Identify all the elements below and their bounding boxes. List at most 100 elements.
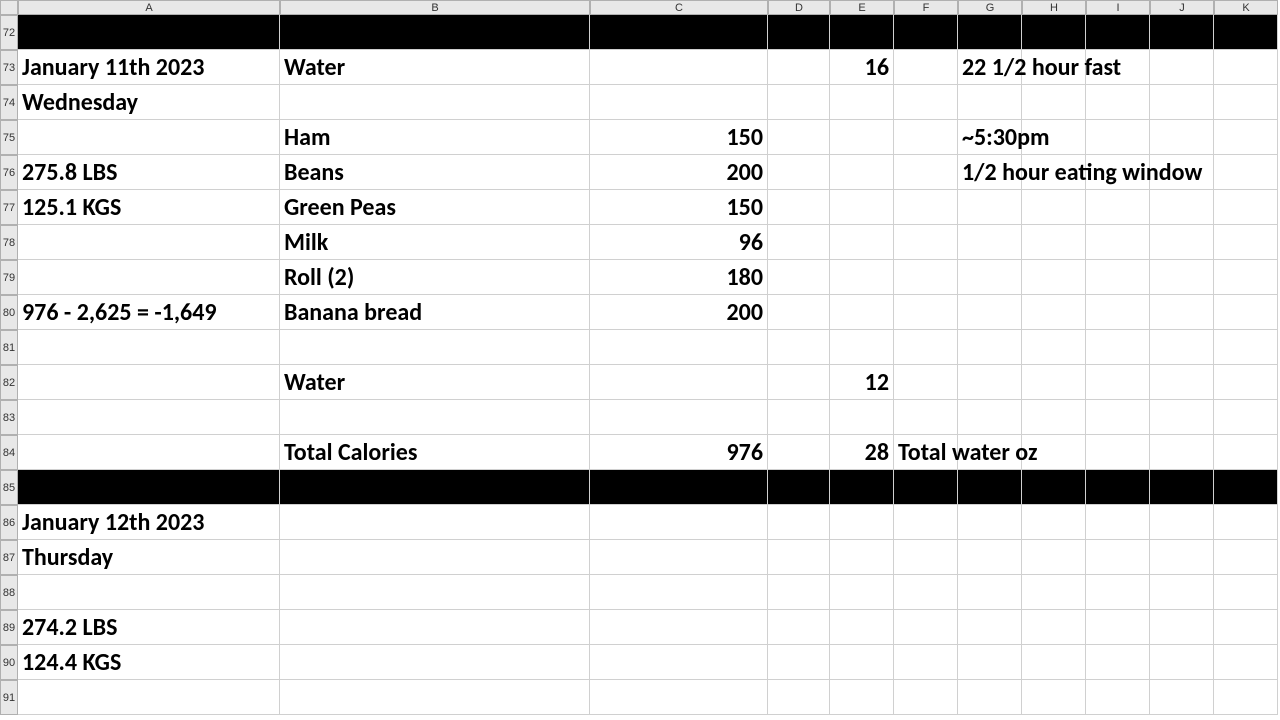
cell-B80[interactable]: Banana bread — [280, 295, 590, 330]
cell-H86[interactable] — [1022, 505, 1086, 540]
cell-G85[interactable] — [958, 470, 1022, 505]
cell-J79[interactable] — [1150, 260, 1214, 295]
cell-F76[interactable] — [894, 155, 958, 190]
cell-K83[interactable] — [1214, 400, 1278, 435]
row-header-86[interactable]: 86 — [0, 505, 18, 540]
cell-F72[interactable] — [894, 15, 958, 50]
cell-B89[interactable] — [280, 610, 590, 645]
cell-D74[interactable] — [768, 85, 830, 120]
cell-B77[interactable]: Green Peas — [280, 190, 590, 225]
cell-B81[interactable] — [280, 330, 590, 365]
cell-F78[interactable] — [894, 225, 958, 260]
col-header-D[interactable]: D — [768, 0, 830, 15]
cell-D76[interactable] — [768, 155, 830, 190]
cell-K88[interactable] — [1214, 575, 1278, 610]
cell-D79[interactable] — [768, 260, 830, 295]
cell-I80[interactable] — [1086, 295, 1150, 330]
cell-B74[interactable] — [280, 85, 590, 120]
cell-F89[interactable] — [894, 610, 958, 645]
cell-G81[interactable] — [958, 330, 1022, 365]
cell-A74[interactable]: Wednesday — [18, 85, 280, 120]
cell-I83[interactable] — [1086, 400, 1150, 435]
cell-E83[interactable] — [830, 400, 894, 435]
cell-B91[interactable] — [280, 680, 590, 715]
cell-F81[interactable] — [894, 330, 958, 365]
cell-A72[interactable] — [18, 15, 280, 50]
cell-F73[interactable] — [894, 50, 958, 85]
cell-E79[interactable] — [830, 260, 894, 295]
cell-I86[interactable] — [1086, 505, 1150, 540]
cell-G77[interactable] — [958, 190, 1022, 225]
cell-D87[interactable] — [768, 540, 830, 575]
cell-K82[interactable] — [1214, 365, 1278, 400]
row-header-78[interactable]: 78 — [0, 225, 18, 260]
cell-G89[interactable] — [958, 610, 1022, 645]
cell-A75[interactable] — [18, 120, 280, 155]
cell-I78[interactable] — [1086, 225, 1150, 260]
cell-F84[interactable]: Total water oz — [894, 435, 958, 470]
cell-I81[interactable] — [1086, 330, 1150, 365]
cell-A80[interactable]: 976 - 2,625 = -1,649 — [18, 295, 280, 330]
cell-D80[interactable] — [768, 295, 830, 330]
col-header-E[interactable]: E — [830, 0, 894, 15]
col-header-C[interactable]: C — [590, 0, 768, 15]
cell-I79[interactable] — [1086, 260, 1150, 295]
cell-I77[interactable] — [1086, 190, 1150, 225]
cell-C74[interactable] — [590, 85, 768, 120]
cell-A79[interactable] — [18, 260, 280, 295]
cell-J85[interactable] — [1150, 470, 1214, 505]
cell-A86[interactable]: January 12th 2023 — [18, 505, 280, 540]
col-header-K[interactable]: K — [1214, 0, 1278, 15]
cell-J91[interactable] — [1150, 680, 1214, 715]
cell-K75[interactable] — [1214, 120, 1278, 155]
cell-B73[interactable]: Water — [280, 50, 590, 85]
cell-I89[interactable] — [1086, 610, 1150, 645]
cell-A77[interactable]: 125.1 KGS — [18, 190, 280, 225]
cell-H89[interactable] — [1022, 610, 1086, 645]
cell-B86[interactable] — [280, 505, 590, 540]
cell-J83[interactable] — [1150, 400, 1214, 435]
cell-J84[interactable] — [1150, 435, 1214, 470]
cell-E74[interactable] — [830, 85, 894, 120]
cell-C77[interactable]: 150 — [590, 190, 768, 225]
cell-G82[interactable] — [958, 365, 1022, 400]
cell-D89[interactable] — [768, 610, 830, 645]
cell-J73[interactable] — [1150, 50, 1214, 85]
cell-H87[interactable] — [1022, 540, 1086, 575]
cell-E75[interactable] — [830, 120, 894, 155]
cell-K76[interactable] — [1214, 155, 1278, 190]
cell-G90[interactable] — [958, 645, 1022, 680]
cell-K79[interactable] — [1214, 260, 1278, 295]
cell-G80[interactable] — [958, 295, 1022, 330]
cell-E78[interactable] — [830, 225, 894, 260]
cell-G72[interactable] — [958, 15, 1022, 50]
cell-K74[interactable] — [1214, 85, 1278, 120]
cell-K89[interactable] — [1214, 610, 1278, 645]
cell-J87[interactable] — [1150, 540, 1214, 575]
cell-H74[interactable] — [1022, 85, 1086, 120]
cell-G75[interactable]: ~5:30pm — [958, 120, 1022, 155]
cell-C81[interactable] — [590, 330, 768, 365]
cell-J80[interactable] — [1150, 295, 1214, 330]
cell-I72[interactable] — [1086, 15, 1150, 50]
cell-A76[interactable]: 275.8 LBS — [18, 155, 280, 190]
cell-D83[interactable] — [768, 400, 830, 435]
cell-G86[interactable] — [958, 505, 1022, 540]
cell-I84[interactable] — [1086, 435, 1150, 470]
cell-C82[interactable] — [590, 365, 768, 400]
cell-J78[interactable] — [1150, 225, 1214, 260]
cell-A73[interactable]: January 11th 2023 — [18, 50, 280, 85]
row-header-83[interactable]: 83 — [0, 400, 18, 435]
cell-F75[interactable] — [894, 120, 958, 155]
cell-H88[interactable] — [1022, 575, 1086, 610]
cell-K72[interactable] — [1214, 15, 1278, 50]
cell-E91[interactable] — [830, 680, 894, 715]
col-header-H[interactable]: H — [1022, 0, 1086, 15]
cell-C90[interactable] — [590, 645, 768, 680]
row-header-87[interactable]: 87 — [0, 540, 18, 575]
cell-F82[interactable] — [894, 365, 958, 400]
cell-F77[interactable] — [894, 190, 958, 225]
cell-E77[interactable] — [830, 190, 894, 225]
cell-G79[interactable] — [958, 260, 1022, 295]
cell-J90[interactable] — [1150, 645, 1214, 680]
